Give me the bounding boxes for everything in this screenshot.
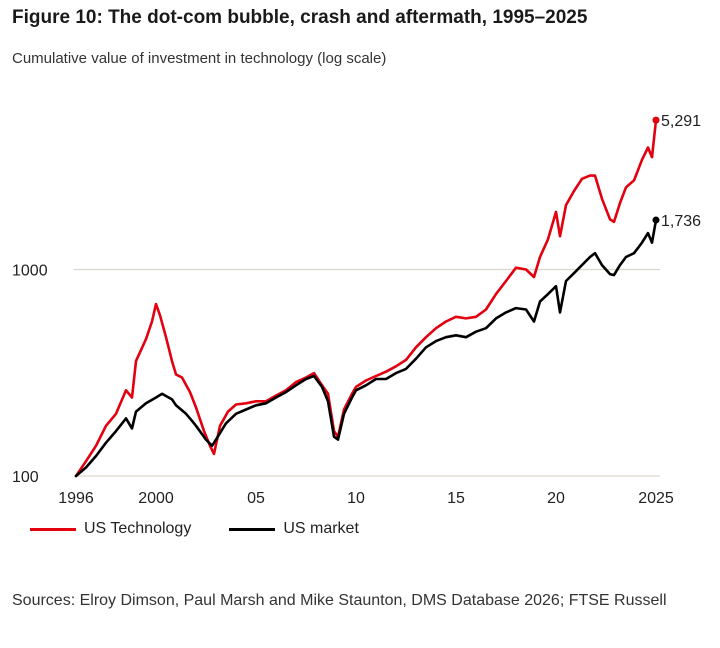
chart-title: Figure 10: The dot-com bubble, crash and…	[12, 7, 588, 28]
legend-swatch-us-market	[229, 527, 276, 531]
x-tick-label-2025: 2025	[638, 490, 674, 507]
legend-item-us-market: US market	[229, 520, 359, 538]
series-layer	[74, 116, 660, 478]
legend-label-us-market: US market	[283, 520, 359, 537]
line-chart: 100 1000 1996 2000 05 10 15 20 2025 5,291 1,736	[12, 113, 701, 507]
legend-label-us-technology: US Technology	[84, 520, 192, 537]
series-end-label-us-technology: 5,291	[661, 113, 701, 130]
x-tick-label-10: 10	[347, 490, 365, 507]
series-line-us-market	[74, 218, 658, 478]
series-line-us-technology	[74, 118, 658, 478]
legend: US Technology US market	[30, 520, 397, 538]
legend-swatch-us-technology	[30, 527, 76, 531]
legend-item-us-technology: US Technology	[30, 520, 191, 538]
grid-layer	[74, 268, 660, 477]
label-layer: 100 1000 1996 2000 05 10 15 20 2025 5,291 1,736	[12, 113, 701, 507]
x-tick-label-2000: 2000	[138, 490, 174, 507]
chart-subtitle: Cumulative value of investment in techno…	[12, 50, 387, 67]
series-end-point-us-market	[652, 216, 660, 224]
x-tick-label-15: 15	[447, 490, 465, 507]
series-end-point-us-technology	[652, 116, 660, 124]
x-tick-label-20: 20	[547, 490, 565, 507]
y-tick-label-1000: 1000	[12, 263, 48, 280]
x-tick-label-05: 05	[247, 490, 265, 507]
y-tick-label-100: 100	[12, 469, 39, 486]
series-end-label-us-market: 1,736	[661, 213, 701, 230]
x-tick-label-1996: 1996	[58, 490, 94, 507]
source-note: Sources: Elroy Dimson, Paul Marsh and Mi…	[12, 592, 667, 609]
